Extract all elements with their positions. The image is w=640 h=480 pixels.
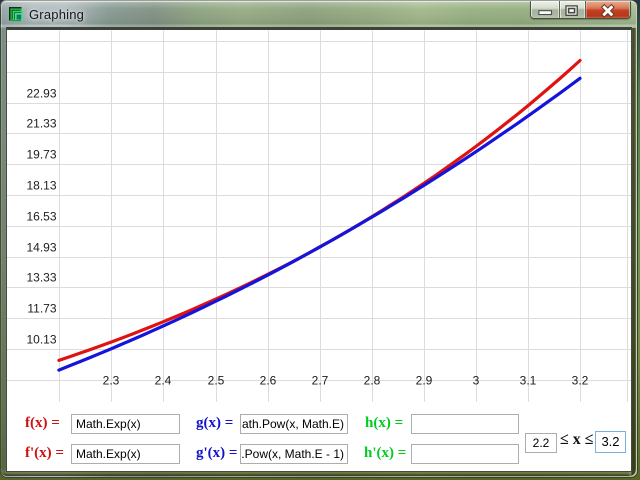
svg-text:2.6: 2.6 bbox=[260, 374, 277, 388]
svg-text:10.13: 10.13 bbox=[26, 333, 56, 347]
svg-text:13.33: 13.33 bbox=[26, 271, 56, 285]
svg-text:14.93: 14.93 bbox=[26, 241, 56, 255]
svg-text:3.1: 3.1 bbox=[520, 374, 537, 388]
svg-text:16.53: 16.53 bbox=[26, 210, 56, 224]
svg-text:18.13: 18.13 bbox=[26, 179, 56, 193]
svg-text:19.73: 19.73 bbox=[26, 148, 56, 162]
svg-text:21.33: 21.33 bbox=[26, 117, 56, 131]
svg-text:3: 3 bbox=[473, 374, 480, 388]
svg-text:11.73: 11.73 bbox=[27, 302, 56, 316]
svg-text:2.3: 2.3 bbox=[103, 374, 120, 388]
svg-text:22.93: 22.93 bbox=[26, 87, 56, 101]
svg-text:2.5: 2.5 bbox=[208, 374, 225, 388]
svg-text:2.9: 2.9 bbox=[416, 374, 433, 388]
svg-text:2.7: 2.7 bbox=[312, 374, 329, 388]
svg-text:2.8: 2.8 bbox=[364, 374, 381, 388]
svg-text:2.4: 2.4 bbox=[155, 374, 172, 388]
svg-text:3.2: 3.2 bbox=[572, 374, 589, 388]
